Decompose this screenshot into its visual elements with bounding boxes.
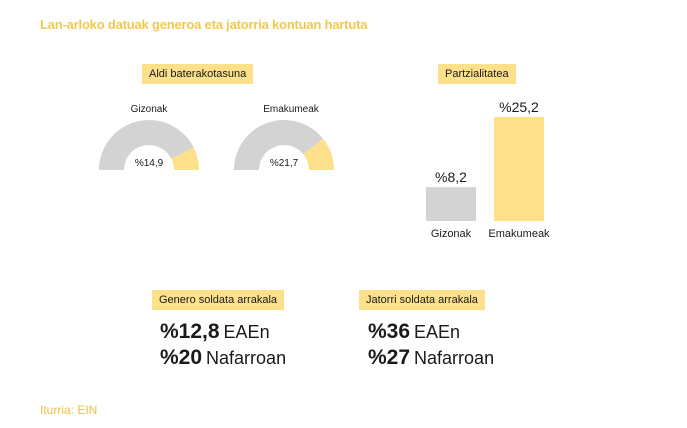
gauge-men-label: Gizonak xyxy=(130,104,168,115)
gauge-track-1 xyxy=(234,120,323,170)
gender-gap-place-2: Nafarroan xyxy=(206,348,287,368)
gauge-women-label: Emakumeak xyxy=(263,104,319,115)
bar-category-label-0: Gizonak xyxy=(431,228,472,240)
origin-gap-value-1: %36 xyxy=(368,320,411,343)
bar-value-label-0: %8,2 xyxy=(435,169,467,185)
partiality-bar-chart: %8,2 Gizonak %25,2 Emakumeak xyxy=(426,99,550,240)
gender-gap-place-1: EAEn xyxy=(223,322,270,342)
temporality-tag: Aldi baterakotasuna xyxy=(142,64,254,84)
gauge-men: %14,9 xyxy=(99,120,199,170)
gauge-value-label-1: %21,7 xyxy=(270,158,299,169)
bar-gizonak xyxy=(426,187,476,221)
gauge-value-arc-0 xyxy=(171,147,199,170)
source-note: Iturria: EIN xyxy=(40,403,98,417)
gender-gap-value-1: %12,8 xyxy=(160,320,220,343)
gauge-value-arc-1 xyxy=(303,138,334,170)
gauge-women: %21,7 xyxy=(234,120,334,170)
bar-value-label-1: %25,2 xyxy=(499,99,539,115)
partiality-tag: Partzialitatea xyxy=(438,64,516,84)
gauge-track-0 xyxy=(99,120,194,170)
gender-gap-tag: Genero soldata arrakala xyxy=(152,290,285,310)
origin-gap-tag: Jatorri soldata arrakala xyxy=(359,290,485,310)
bar-emakumeak xyxy=(494,117,544,221)
page-title: Lan-arloko datuak generoa eta jatorria k… xyxy=(40,17,368,32)
gender-gap-value-2: %20 xyxy=(160,346,203,369)
origin-gap-line-2: %27 Nafarroan xyxy=(368,346,494,370)
origin-gap-place-2: Nafarroan xyxy=(414,348,495,368)
gender-gap-line-1: %12,8 EAEn xyxy=(160,320,270,344)
origin-gap-line-1: %36 EAEn xyxy=(368,320,460,344)
gender-gap-line-2: %20 Nafarroan xyxy=(160,346,286,370)
origin-gap-value-2: %27 xyxy=(368,346,411,369)
gauge-value-label-0: %14,9 xyxy=(135,158,164,169)
origin-gap-place-1: EAEn xyxy=(414,322,461,342)
bar-category-label-1: Emakumeak xyxy=(488,228,550,240)
